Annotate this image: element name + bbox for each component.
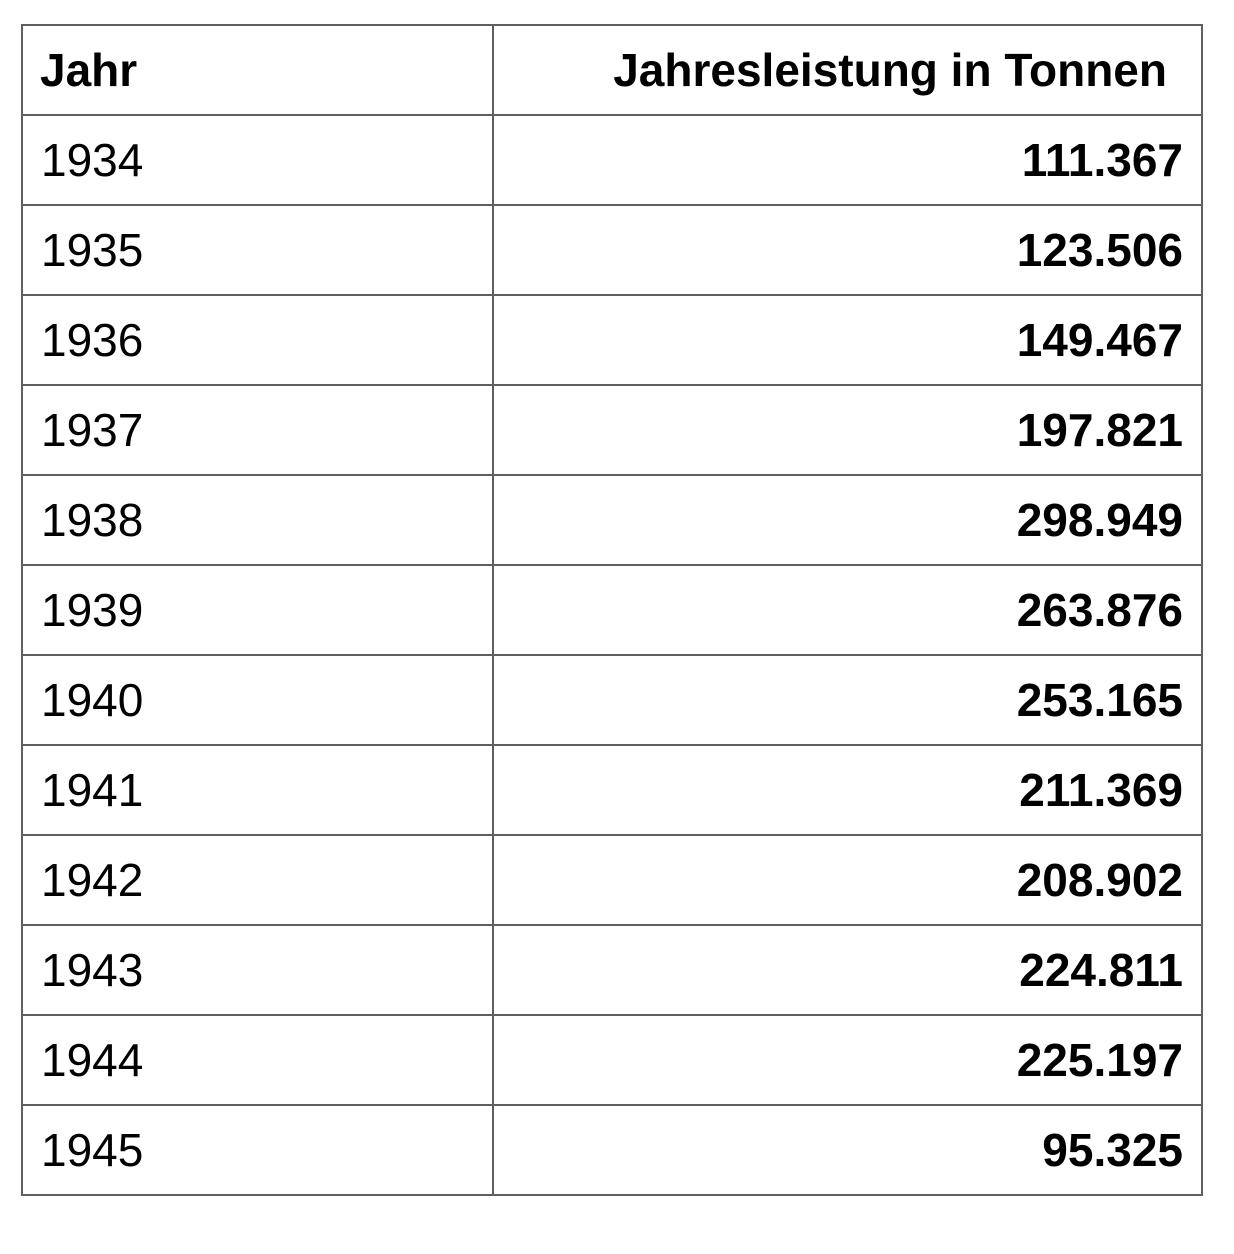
year-cell: 1942 bbox=[21, 834, 494, 926]
year-cell: 1938 bbox=[21, 474, 494, 566]
output-cell: 111.367 bbox=[492, 114, 1203, 206]
output-cell: 208.902 bbox=[492, 834, 1203, 926]
table-header-row: Jahr Jahresleistung in Tonnen bbox=[21, 24, 1203, 116]
output-cell: 149.467 bbox=[492, 294, 1203, 386]
output-cell: 225.197 bbox=[492, 1014, 1203, 1106]
year-cell: 1941 bbox=[21, 744, 494, 836]
column-header-annual-output: Jahresleistung in Tonnen bbox=[492, 24, 1203, 116]
table-row: 1939 263.876 bbox=[21, 564, 1203, 656]
table-row: 1941 211.369 bbox=[21, 744, 1203, 836]
column-header-year: Jahr bbox=[21, 24, 494, 116]
year-cell: 1935 bbox=[21, 204, 494, 296]
year-cell: 1944 bbox=[21, 1014, 494, 1106]
output-cell: 123.506 bbox=[492, 204, 1203, 296]
year-cell: 1934 bbox=[21, 114, 494, 206]
year-cell: 1943 bbox=[21, 924, 494, 1016]
output-cell: 95.325 bbox=[492, 1104, 1203, 1196]
year-cell: 1940 bbox=[21, 654, 494, 746]
table-row: 1935 123.506 bbox=[21, 204, 1203, 296]
table-row: 1934 111.367 bbox=[21, 114, 1203, 206]
output-cell: 263.876 bbox=[492, 564, 1203, 656]
table-row: 1944 225.197 bbox=[21, 1014, 1203, 1106]
output-cell: 211.369 bbox=[492, 744, 1203, 836]
table-row: 1937 197.821 bbox=[21, 384, 1203, 476]
output-cell: 298.949 bbox=[492, 474, 1203, 566]
year-cell: 1945 bbox=[21, 1104, 494, 1196]
year-cell: 1936 bbox=[21, 294, 494, 386]
year-cell: 1939 bbox=[21, 564, 494, 656]
output-cell: 224.811 bbox=[492, 924, 1203, 1016]
table-row: 1943 224.811 bbox=[21, 924, 1203, 1016]
annual-output-table-container: Jahr Jahresleistung in Tonnen 1934 111.3… bbox=[21, 24, 1203, 1196]
table-row: 1942 208.902 bbox=[21, 834, 1203, 926]
table-row: 1938 298.949 bbox=[21, 474, 1203, 566]
table-row: 1940 253.165 bbox=[21, 654, 1203, 746]
year-cell: 1937 bbox=[21, 384, 494, 476]
output-cell: 197.821 bbox=[492, 384, 1203, 476]
annual-output-table: Jahr Jahresleistung in Tonnen 1934 111.3… bbox=[21, 24, 1203, 1196]
output-cell: 253.165 bbox=[492, 654, 1203, 746]
table-row: 1945 95.325 bbox=[21, 1104, 1203, 1196]
table-row: 1936 149.467 bbox=[21, 294, 1203, 386]
